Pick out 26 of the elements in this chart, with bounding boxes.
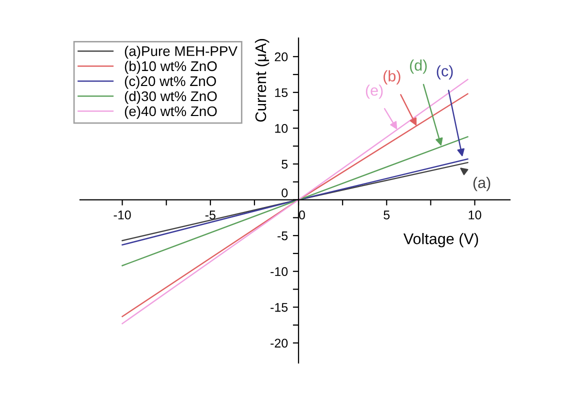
legend-label: (d)30 wt% ZnO — [124, 90, 217, 104]
x-tick-label: -5 — [205, 210, 216, 220]
x-tick-label: 10 — [468, 210, 482, 220]
y-tick-label: -20 — [270, 338, 288, 348]
y-tick-label: -5 — [278, 232, 288, 240]
y-tick-label: -10 — [270, 267, 288, 276]
legend-label: (c)20 wt% ZnO — [124, 76, 216, 89]
x-tick-label: -10 — [114, 210, 131, 220]
legend-label: (a)Pure MEH-PPV — [124, 46, 238, 59]
y-axis-title: Current (μA) — [254, 39, 270, 122]
legend-label: (b)10 wt% ZnO — [124, 60, 217, 74]
annotation: (e) — [366, 84, 383, 99]
y-tick-label: 10 — [275, 124, 288, 133]
annotation: (b) — [384, 70, 400, 84]
x-axis-title: Voltage (V) — [403, 233, 478, 248]
annotation: (c) — [436, 65, 453, 80]
x-tick-label: 0 — [299, 210, 305, 220]
y-tick-label: 15 — [275, 88, 288, 98]
y-tick-label: 0 — [282, 188, 288, 198]
annotation: (a) — [473, 176, 490, 192]
legend-label: (e)40 wt% ZnO — [124, 106, 217, 119]
y-tick-label: 5 — [282, 160, 288, 169]
y-tick-label: -15 — [270, 303, 288, 312]
annotation: (d) — [410, 60, 427, 74]
x-tick-label: 5 — [384, 210, 390, 220]
y-tick-label: 20 — [274, 52, 288, 62]
